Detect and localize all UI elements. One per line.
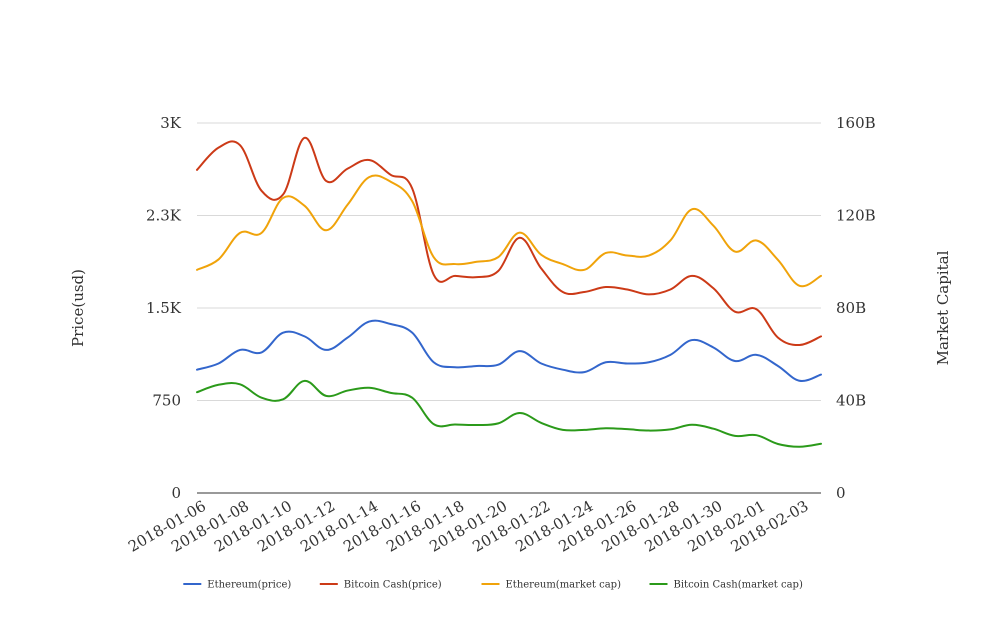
legend-label: Bitcoin Cash(market cap) bbox=[674, 580, 803, 591]
x-axis-ticks: 2018-01-062018-01-082018-01-102018-01-12… bbox=[125, 497, 811, 556]
legend-item[interactable]: Ethereum(market cap) bbox=[481, 580, 622, 591]
left-tick-label: 3K bbox=[160, 114, 182, 132]
series-line-ethereum-price bbox=[196, 319, 822, 382]
series-line-bitcoin-cash-market-cap bbox=[196, 379, 822, 448]
legend-label: Bitcoin Cash(price) bbox=[344, 580, 442, 591]
left-tick-label: 750 bbox=[152, 392, 181, 410]
gridlines bbox=[197, 122, 821, 494]
left-axis-title: Price(usd) bbox=[69, 269, 87, 347]
series-line-bitcoin-cash-price bbox=[196, 136, 822, 347]
legend-item[interactable]: Bitcoin Cash(price) bbox=[319, 580, 442, 591]
series-lines bbox=[196, 136, 822, 448]
right-axis-title: Market Capital bbox=[934, 250, 952, 365]
right-tick-label: 120B bbox=[836, 207, 876, 225]
right-tick-label: 0 bbox=[836, 484, 846, 502]
left-axis-ticks: 0 750 1.5K 2.3K 3K bbox=[146, 114, 182, 502]
left-tick-label: 0 bbox=[171, 484, 181, 502]
right-tick-label: 80B bbox=[836, 299, 866, 317]
legend-item[interactable]: Bitcoin Cash(market cap) bbox=[649, 580, 803, 591]
legend-label: Ethereum(market cap) bbox=[506, 580, 622, 591]
legend-item[interactable]: Ethereum(price) bbox=[183, 580, 291, 591]
legend-label: Ethereum(price) bbox=[207, 580, 291, 591]
left-tick-label: 2.3K bbox=[146, 207, 182, 225]
right-axis-ticks: 0 40B 80B 120B 160B bbox=[836, 114, 876, 502]
legend: Ethereum(price) Bitcoin Cash(price) Ethere… bbox=[183, 580, 803, 591]
left-tick-label: 1.5K bbox=[146, 299, 182, 317]
right-tick-label: 40B bbox=[836, 392, 866, 410]
series-line-ethereum-market-cap bbox=[196, 174, 822, 288]
right-tick-label: 160B bbox=[836, 114, 876, 132]
